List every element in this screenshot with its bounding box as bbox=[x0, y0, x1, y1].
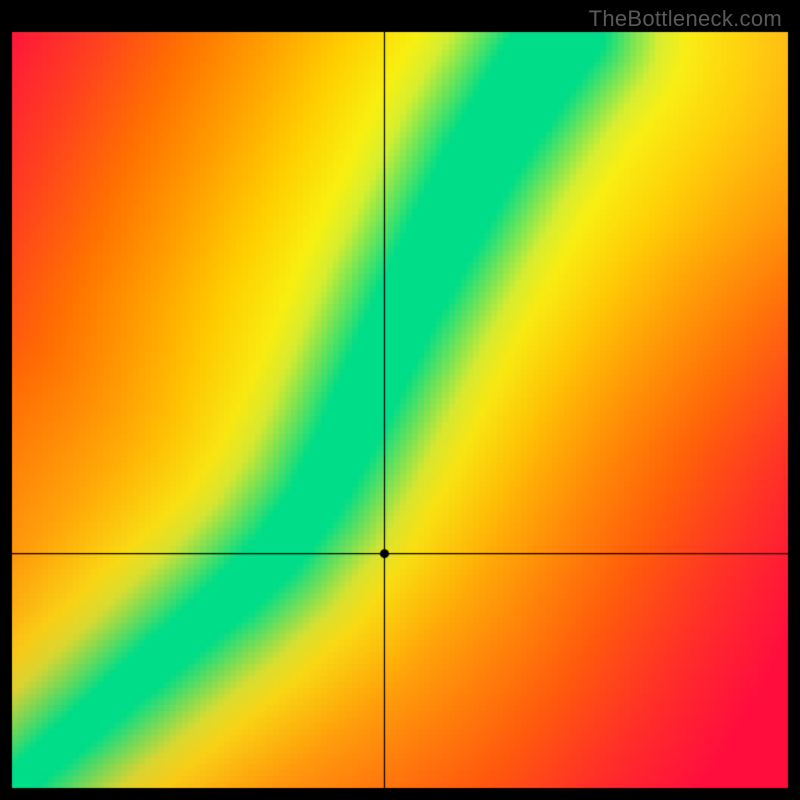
watermark-text: TheBottleneck.com bbox=[589, 6, 782, 32]
chart-container: TheBottleneck.com bbox=[0, 0, 800, 800]
heatmap-canvas bbox=[0, 0, 800, 800]
